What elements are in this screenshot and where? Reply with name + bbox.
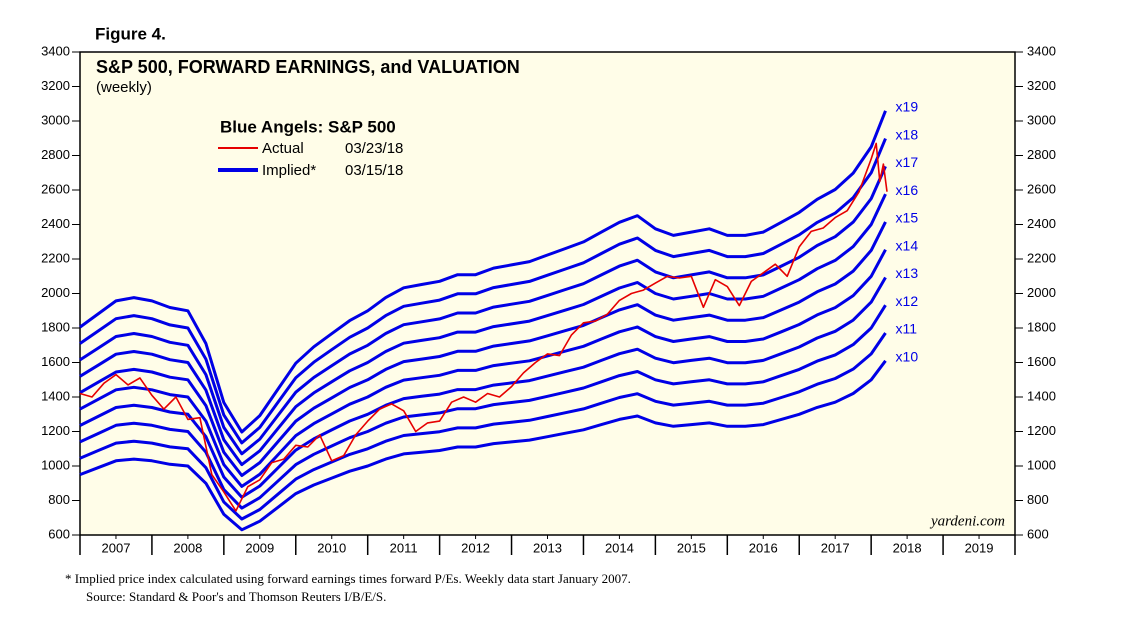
series-label: x14 xyxy=(896,237,919,253)
y-tick-label: 1400 xyxy=(41,388,70,403)
legend-date: 03/23/18 xyxy=(345,140,403,157)
y-tick-label: 800 xyxy=(48,492,70,507)
x-tick-label: 2019 xyxy=(965,540,994,555)
footnote: Source: Standard & Poor's and Thomson Re… xyxy=(86,589,386,604)
x-tick-label: 2013 xyxy=(533,540,562,555)
y-tick-label: 3200 xyxy=(41,78,70,93)
series-line xyxy=(79,248,887,488)
y-tick-label: 3000 xyxy=(41,112,70,127)
chart-title: S&P 500, FORWARD EARNINGS, and VALUATION xyxy=(96,57,520,77)
legend-title: Blue Angels: S&P 500 xyxy=(220,117,396,136)
series-line xyxy=(79,332,887,521)
series-line xyxy=(79,276,887,499)
y-tick-label: 2200 xyxy=(1027,250,1056,265)
y-tick-label: 2800 xyxy=(41,147,70,162)
y-tick-label: 1600 xyxy=(41,354,70,369)
series-label: x19 xyxy=(896,99,919,115)
series-label: x18 xyxy=(896,126,919,142)
x-tick-label: 2014 xyxy=(605,540,634,555)
x-tick-label: 2010 xyxy=(317,540,346,555)
x-tick-label: 2012 xyxy=(461,540,490,555)
legend-label: Actual xyxy=(262,140,304,157)
chart-subtitle: (weekly) xyxy=(96,79,152,96)
y-tick-label: 1800 xyxy=(1027,319,1056,334)
x-tick-label: 2011 xyxy=(390,540,418,555)
y-tick-label: 3000 xyxy=(1027,112,1056,127)
series-line xyxy=(79,221,887,477)
series-label: x10 xyxy=(896,348,919,364)
series-label: x17 xyxy=(896,154,919,170)
series-line xyxy=(79,142,888,512)
y-tick-label: 3400 xyxy=(41,43,70,58)
y-tick-label: 3400 xyxy=(1027,43,1056,58)
y-tick-label: 3200 xyxy=(1027,78,1056,93)
y-tick-label: 2400 xyxy=(1027,216,1056,231)
y-tick-label: 2000 xyxy=(41,285,70,300)
y-tick-label: 2200 xyxy=(41,250,70,265)
legend-label: Implied* xyxy=(262,162,316,179)
figure-label: Figure 4. xyxy=(95,24,166,43)
y-tick-label: 1400 xyxy=(1027,388,1056,403)
y-tick-label: 1600 xyxy=(1027,354,1056,369)
source-mark: yardeni.com xyxy=(929,513,1005,529)
x-tick-label: 2009 xyxy=(245,540,274,555)
y-tick-label: 1200 xyxy=(41,423,70,438)
y-tick-label: 1800 xyxy=(41,319,70,334)
y-tick-label: 2600 xyxy=(41,181,70,196)
series-line xyxy=(79,110,887,434)
series-line xyxy=(79,138,887,445)
y-tick-label: 800 xyxy=(1027,492,1049,507)
series-label: x16 xyxy=(896,182,919,198)
footnote: * Implied price index calculated using f… xyxy=(65,571,631,586)
x-tick-label: 2015 xyxy=(677,540,706,555)
series-line xyxy=(79,359,887,532)
y-tick-label: 1000 xyxy=(41,457,70,472)
x-tick-label: 2007 xyxy=(102,540,131,555)
x-tick-label: 2018 xyxy=(893,540,922,555)
y-tick-label: 600 xyxy=(1027,526,1049,541)
x-tick-label: 2008 xyxy=(173,540,202,555)
x-tick-label: 2017 xyxy=(821,540,850,555)
y-tick-label: 2600 xyxy=(1027,181,1056,196)
x-tick-label: 2016 xyxy=(749,540,778,555)
y-tick-label: 1000 xyxy=(1027,457,1056,472)
series-line xyxy=(79,193,887,467)
y-tick-label: 1200 xyxy=(1027,423,1056,438)
y-tick-label: 2000 xyxy=(1027,285,1056,300)
series-line xyxy=(79,304,887,510)
legend-date: 03/15/18 xyxy=(345,162,403,179)
y-tick-label: 600 xyxy=(48,526,70,541)
series-label: x15 xyxy=(896,210,919,226)
series-label: x12 xyxy=(896,293,919,309)
y-tick-label: 2400 xyxy=(41,216,70,231)
y-tick-label: 2800 xyxy=(1027,147,1056,162)
series-label: x11 xyxy=(896,321,918,337)
series-label: x13 xyxy=(896,265,919,281)
series-line xyxy=(79,165,887,456)
